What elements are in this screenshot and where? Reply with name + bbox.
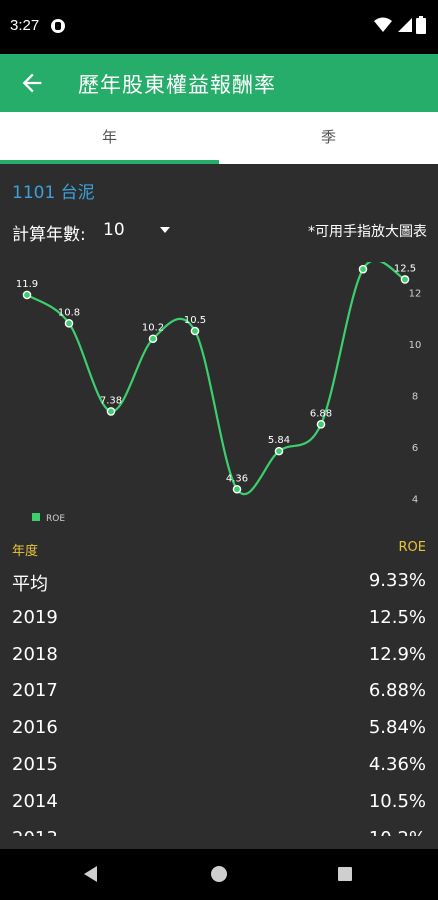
tab-bar: 年 季 xyxy=(0,112,438,164)
table-row: 2019 12.5% xyxy=(0,601,438,638)
roe-line-chart[interactable]: 4 6 8 10 12 11.9 10.8 7.38 10.2 10.5 4.36 5.84 6.88 1… xyxy=(0,262,438,532)
years-label: 計算年數: xyxy=(12,225,86,245)
wifi-icon xyxy=(374,17,392,32)
data-point xyxy=(400,275,410,284)
legend-swatch xyxy=(32,513,40,521)
circle-home-icon[interactable] xyxy=(211,866,227,882)
data-label: 5.84 xyxy=(268,435,290,446)
page-title: 歷年股東權益報酬率 xyxy=(78,73,276,97)
data-point xyxy=(106,407,116,416)
square-recent-icon[interactable] xyxy=(338,867,352,881)
table-row: 2015 4.36% xyxy=(0,748,438,785)
table-row: 2016 5.84% xyxy=(0,711,438,748)
table-row: 2014 10.5% xyxy=(0,785,438,822)
y-tick-label: 6 xyxy=(412,443,418,454)
tab-indicator xyxy=(0,160,219,164)
data-label: 10.5 xyxy=(184,315,206,326)
row-year: 平均 xyxy=(12,574,48,595)
row-year: 2017 xyxy=(12,680,58,702)
data-label: 7.38 xyxy=(100,395,122,406)
table-row: 2017 6.88% xyxy=(0,674,438,711)
data-point xyxy=(148,334,158,344)
y-tick-label: 4 xyxy=(412,495,418,506)
table-row: 2013 10.2% xyxy=(0,822,438,836)
battery-icon xyxy=(416,16,426,34)
header-roe: ROE xyxy=(398,540,426,555)
data-label: 12.5 xyxy=(394,263,416,274)
data-point xyxy=(358,264,368,274)
caret-down-icon[interactable] xyxy=(160,227,170,233)
y-tick-label: 8 xyxy=(412,391,418,402)
row-roe: 9.33% xyxy=(368,570,426,591)
row-year: 2016 xyxy=(12,717,58,739)
data-point xyxy=(64,318,74,328)
tab-season[interactable]: 季 xyxy=(320,128,336,146)
row-roe: 10.2% xyxy=(369,828,426,836)
data-point xyxy=(190,326,200,336)
row-roe: 12.9% xyxy=(368,643,426,665)
data-point xyxy=(22,290,32,300)
data-label: 12.9 xyxy=(352,262,374,264)
y-tick-label: 10 xyxy=(409,340,422,351)
data-label: 10.8 xyxy=(58,307,80,318)
stock-name: 1101 台泥 xyxy=(12,183,95,203)
zoom-hint: *可用手指放大圖表 xyxy=(308,224,427,240)
app-bar: 歷年股東權益報酬率 xyxy=(0,54,438,112)
status-icons xyxy=(374,16,426,34)
status-time: 3:27 xyxy=(10,17,40,34)
table-row: 2018 12.9% xyxy=(0,638,438,675)
years-select[interactable]: 10 xyxy=(103,220,125,240)
row-roe: 12.5% xyxy=(368,606,426,628)
row-year: 2018 xyxy=(12,643,58,665)
row-year: 2015 xyxy=(12,753,58,775)
cell-signal-icon xyxy=(398,18,412,32)
system-nav-bar xyxy=(0,849,438,900)
y-tick-label: 12 xyxy=(409,288,422,299)
data-point xyxy=(274,446,284,456)
tab-year[interactable]: 年 xyxy=(101,128,117,146)
row-year: 2019 xyxy=(12,606,58,628)
legend-label: ROE xyxy=(46,514,65,524)
table-header: 年度 ROE xyxy=(0,540,438,562)
triangle-back-icon[interactable] xyxy=(84,866,97,882)
roe-table[interactable]: 平均 9.33% 2019 12.5% 2018 12.9% 2017 6.88% 20… xyxy=(0,564,438,836)
data-label: 10.2 xyxy=(142,323,164,334)
row-roe: 10.5% xyxy=(368,790,426,812)
data-label: 6.88 xyxy=(310,408,332,419)
data-label: 4.36 xyxy=(226,473,248,484)
row-roe: 5.84% xyxy=(368,717,426,739)
data-label: 11.9 xyxy=(16,279,38,290)
status-bar: 3:27 xyxy=(0,0,438,54)
series-line-roe xyxy=(26,262,406,496)
table-row: 平均 9.33% xyxy=(0,564,438,601)
arrow-left-icon[interactable] xyxy=(18,69,46,97)
data-point xyxy=(232,484,242,494)
header-year: 年度 xyxy=(12,544,39,559)
row-year: 2013 xyxy=(12,828,58,836)
notification-app-icon xyxy=(51,19,65,33)
row-year: 2014 xyxy=(12,790,58,812)
row-roe: 6.88% xyxy=(368,680,426,702)
row-roe: 4.36% xyxy=(368,753,426,775)
data-point xyxy=(316,420,326,429)
